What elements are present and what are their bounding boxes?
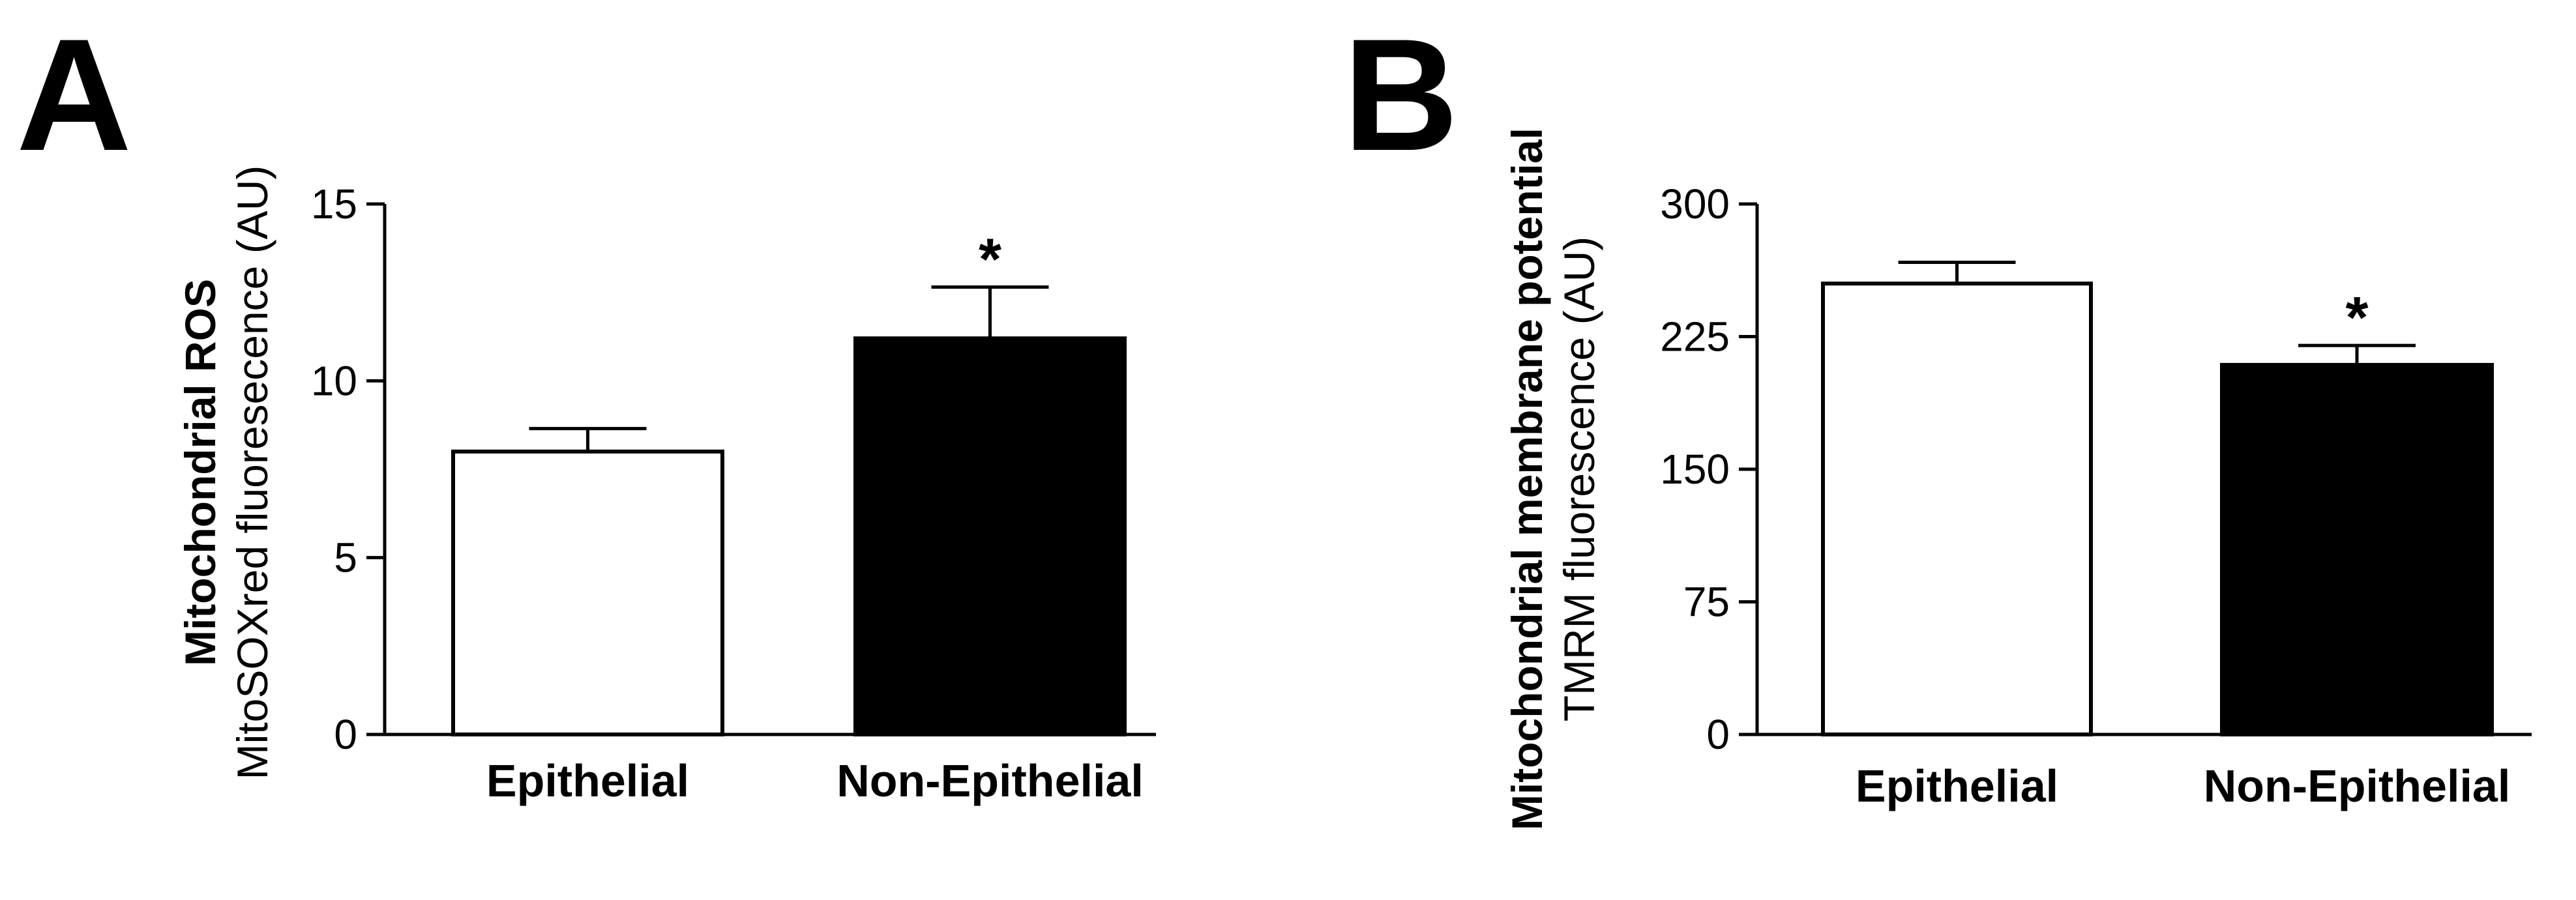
panel-b-y-tick-label: 0 xyxy=(1706,711,1730,758)
panel-a-y-tick-label: 15 xyxy=(311,181,357,227)
panel-a-y-axis-subtitle: MitoSOXred fluoresecence (AU) xyxy=(228,166,276,780)
panel-b-y-tick-label: 300 xyxy=(1660,181,1730,227)
panel-b-chart: B Mitochondrial membrane potential TMRM … xyxy=(1343,5,2532,830)
panel-a-chart: A Mitochondrial ROS MitoSOXred fluoresec… xyxy=(16,5,1156,806)
panel-b-y-axis-subtitle: TMRM fluorescence (AU) xyxy=(1555,237,1603,721)
panel-b-y-axis-title: Mitochondrial membrane potential xyxy=(1503,128,1551,830)
panel-a-y-axis-title: Mitochondrial ROS xyxy=(176,279,224,666)
panel-a-letter: A xyxy=(16,5,132,184)
panel-b-plot-area: 0 75 150 225 300 Epithelial * Non-Epithelial xyxy=(1660,181,2532,811)
panel-a-y-axis-label: Mitochondrial ROS MitoSOXred fluoresecen… xyxy=(176,166,276,780)
panel-b-y-tick-label: 150 xyxy=(1660,446,1730,493)
panel-a-plot-area: 0 5 10 15 Epithelial * Non-Epithelial xyxy=(311,181,1156,806)
panel-b-y-tick-label: 75 xyxy=(1683,579,1730,626)
panel-a-y-tick-label: 5 xyxy=(334,534,357,581)
panel-a-category-label: Epithelial xyxy=(486,755,689,806)
panel-a-significance-marker: * xyxy=(979,227,1001,293)
panel-a-category-label: Non-Epithelial xyxy=(836,755,1144,806)
panel-b-letter: B xyxy=(1343,5,1458,184)
panel-b-bar-epithelial xyxy=(1821,282,2093,737)
panel-b-significance-marker: * xyxy=(2345,285,2368,351)
panel-b-category-label: Non-Epithelial xyxy=(2204,761,2511,811)
panel-a-y-tick-label: 0 xyxy=(334,711,357,758)
panel-a-bar-epithelial xyxy=(451,449,724,736)
panel-b-bar-non-epithelial xyxy=(2220,362,2494,736)
panel-a-y-tick-label: 10 xyxy=(311,357,357,404)
panel-b-category-label: Epithelial xyxy=(1856,761,2058,811)
panel-a-bar-non-epithelial xyxy=(853,336,1127,736)
panel-b-y-axis-label: Mitochondrial membrane potential TMRM fl… xyxy=(1503,128,1603,830)
panel-b-y-tick-label: 225 xyxy=(1660,313,1730,360)
